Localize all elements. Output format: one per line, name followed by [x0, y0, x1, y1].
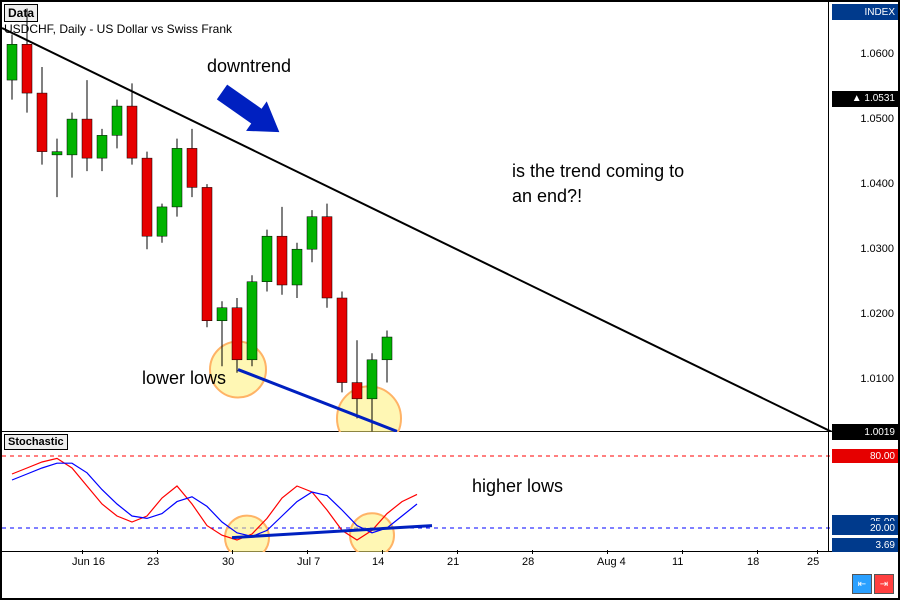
indicator-subflag: 3.69: [832, 538, 898, 552]
candle-11: [172, 139, 182, 217]
price-chart-svg: [2, 2, 832, 432]
time-label: 28: [522, 556, 534, 568]
candle-6: [97, 129, 107, 171]
candle-1: [22, 9, 32, 113]
nav-icons: ⇤ ⇥: [852, 574, 894, 594]
candle-9: [142, 152, 152, 250]
stochastic-svg: [2, 432, 832, 552]
candle-7: [112, 100, 122, 149]
time-label: 11: [672, 556, 683, 568]
candle-21: [322, 204, 332, 308]
stochastic-panel: Stochastic: [2, 432, 832, 552]
candle-16: [247, 275, 257, 366]
time-label: 14: [372, 556, 384, 568]
time-label: Aug 4: [597, 556, 626, 568]
time-label: 25: [807, 556, 819, 568]
candle-4: [67, 113, 77, 178]
candle-25: [382, 331, 392, 383]
price-tick: 1.0600: [860, 48, 894, 60]
stochastic-d-line: [12, 463, 417, 536]
candle-5: [82, 80, 92, 171]
indicator-axis: 80.0025.0020.003.69: [828, 432, 898, 552]
candle-8: [127, 83, 137, 164]
candle-20: [307, 210, 317, 262]
candle-0: [7, 35, 17, 100]
candle-10: [157, 204, 167, 243]
nav-left-icon[interactable]: ⇤: [852, 574, 872, 594]
time-label: 18: [747, 556, 759, 568]
candle-12: [187, 129, 197, 197]
time-label: 21: [447, 556, 459, 568]
indicator-flag: 80.00: [832, 449, 898, 463]
indicator-flag: 20.00: [832, 521, 898, 535]
time-label: 23: [147, 556, 159, 568]
candle-22: [337, 291, 347, 392]
price-tick: 1.0400: [860, 178, 894, 190]
index-flag: INDEX: [832, 4, 898, 20]
candle-17: [262, 230, 272, 292]
price-axis: INDEX 1.0100 1.0200 1.0300 1.0400 1.0500 1.06…: [828, 2, 898, 432]
current-price-flag: ▲ 1.0531: [832, 91, 898, 107]
stoch-highlight-0: [225, 516, 269, 552]
price-panel: Data USDCHF, Daily - US Dollar vs Swiss …: [2, 2, 832, 432]
price-tick: 1.0500: [860, 113, 894, 125]
time-label: Jun 16: [72, 556, 105, 568]
time-axis: Jun 16 23 30 Jul 7 14 21 28 Aug 4 11 18 25: [2, 550, 832, 598]
candle-3: [52, 139, 62, 198]
candle-2: [37, 67, 47, 165]
price-tick: 1.0100: [860, 373, 894, 385]
price-tick: 1.0300: [860, 243, 894, 255]
candle-19: [292, 243, 302, 298]
time-label: 30: [222, 556, 234, 568]
chart-frame: Data USDCHF, Daily - US Dollar vs Swiss …: [0, 0, 900, 600]
candle-18: [277, 207, 287, 295]
time-label: Jul 7: [297, 556, 320, 568]
nav-right-icon[interactable]: ⇥: [874, 574, 894, 594]
candle-13: [202, 184, 212, 327]
trendline: [2, 28, 832, 432]
price-tick: 1.0200: [860, 308, 894, 320]
